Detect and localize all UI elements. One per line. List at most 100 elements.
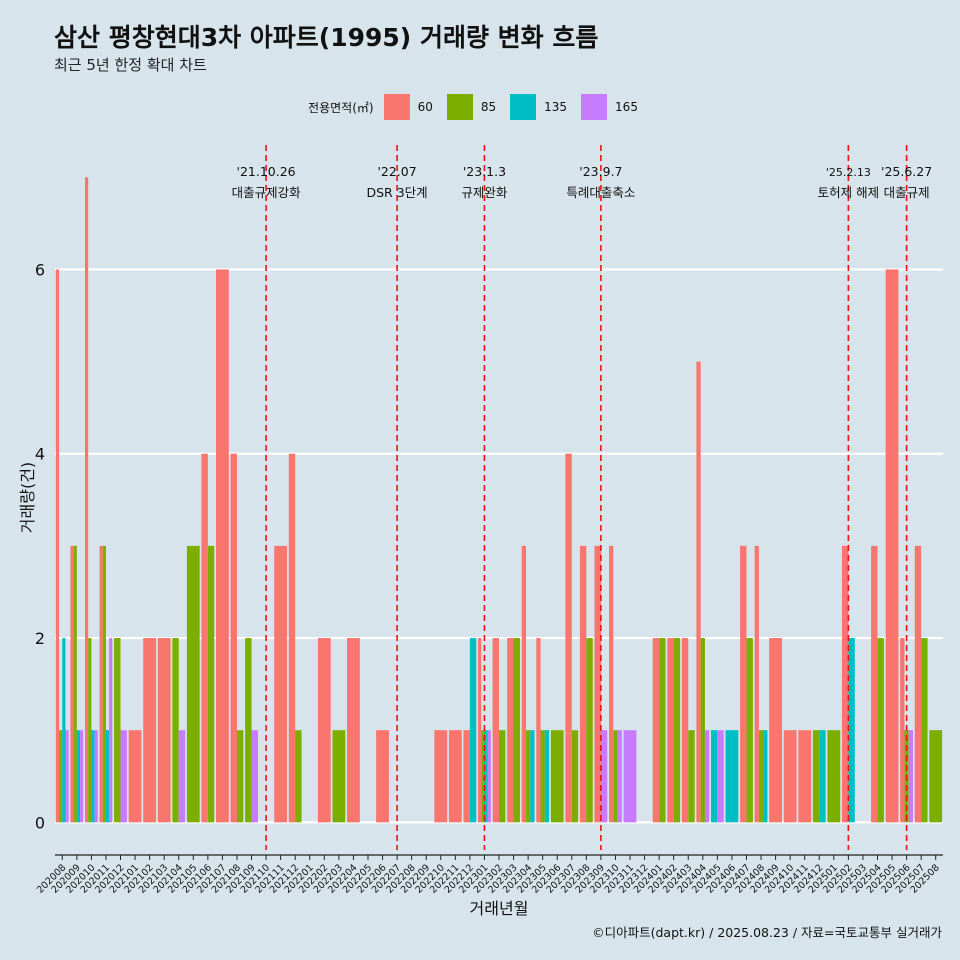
- event-name-label: 대출규제강화: [232, 185, 302, 200]
- legend: 전용면적(㎡) 60 85 135 165: [0, 92, 960, 122]
- bar-60-202211: [448, 730, 462, 823]
- bar-60-202402: [667, 638, 674, 823]
- bar-85-202408: [758, 730, 764, 823]
- bar-85-202302: [499, 730, 506, 823]
- bar-135-202502: [848, 638, 855, 823]
- bar-85-202403: [688, 730, 695, 823]
- legend-swatch-85: [446, 94, 473, 120]
- bar-165-202506: [908, 730, 914, 823]
- bar-60-202102: [143, 638, 157, 823]
- event-date-label: '22.07: [377, 164, 416, 179]
- bar-85-202112: [295, 730, 302, 823]
- legend-swatch-60: [383, 94, 410, 120]
- bar-85-202402: [673, 638, 681, 823]
- bar-60-202106: [201, 453, 208, 823]
- bar-135-202412: [819, 730, 826, 823]
- bar-60-202302: [492, 638, 499, 823]
- bar-165-202301: [487, 730, 491, 823]
- bar-85-202203: [332, 730, 346, 823]
- bar-135-202301: [484, 730, 488, 823]
- y-tick-label: 4: [35, 445, 45, 464]
- bar-60-202008: [55, 269, 60, 823]
- bar-60-202401: [652, 638, 660, 823]
- legend-swatch-135: [510, 94, 537, 120]
- bar-60-202506: [900, 638, 905, 823]
- chart-subtitle: 최근 5년 한정 확대 차트: [54, 56, 207, 74]
- bar-60-202502: [841, 545, 849, 823]
- event-date-label: '25.6.27: [881, 164, 932, 179]
- bar-60-202407: [740, 545, 747, 823]
- bar-60-202304: [521, 545, 526, 823]
- bar-85-202009: [73, 545, 77, 823]
- bar-165-202011: [109, 638, 113, 823]
- bar-60-202010: [84, 177, 89, 823]
- bar-85-202012: [114, 638, 121, 823]
- legend-item-135: 135: [510, 94, 567, 120]
- bar-165-202309: [600, 730, 608, 823]
- bar-135-202304: [530, 730, 535, 823]
- event-name-label: 규제완화: [461, 185, 508, 200]
- bar-135-202212: [469, 638, 477, 823]
- bar-85-202010: [88, 638, 92, 823]
- y-tick-label: 6: [35, 260, 45, 279]
- bar-60-202507: [914, 545, 922, 823]
- bar-85-202304: [525, 730, 531, 823]
- legend-item-165: 165: [581, 94, 638, 120]
- bar-85-202105: [186, 545, 200, 823]
- bar-60-202107: [216, 269, 229, 823]
- bar-60-202206: [376, 730, 389, 823]
- bar-85-202305: [540, 730, 545, 823]
- bar-85-202307: [571, 730, 579, 823]
- event-markers: '21.10.26 대출규제강화 '22.07 DSR 3단계 '23.1.3 규제완화 '…: [232, 145, 932, 850]
- event-name-label: DSR 3단계: [367, 185, 428, 200]
- bar-85-202308: [586, 638, 593, 823]
- bar-60-202103: [157, 638, 171, 823]
- bar-85-202412: [812, 730, 820, 823]
- bar-85-202301: [481, 730, 485, 823]
- bar-85-202404: [700, 638, 705, 823]
- bar-60-202408: [754, 545, 759, 823]
- bar-135-202406: [725, 730, 739, 823]
- bar-135-202405: [710, 730, 718, 823]
- bar-165-202008: [65, 730, 69, 823]
- event-date-label: '23.1.3: [463, 164, 506, 179]
- bar-135-202408: [763, 730, 768, 823]
- bar-60-202111: [274, 545, 288, 823]
- bar-85-202108: [236, 730, 244, 823]
- legend-title: 전용면적(㎡): [308, 100, 374, 115]
- x-axis-title: 거래년월: [470, 899, 529, 918]
- bar-60-202009: [70, 545, 74, 823]
- bar-60-202202: [317, 638, 331, 823]
- bar-60-202112: [288, 453, 296, 823]
- bar-85-202401: [659, 638, 666, 823]
- y-tick-label: 2: [35, 629, 45, 648]
- bar-60-202307: [565, 453, 572, 823]
- legend-label-135: 135: [544, 100, 568, 114]
- bar-165-202109: [251, 730, 258, 823]
- bar-60-202101: [128, 730, 142, 823]
- event-name-label: 토허제 해제: [818, 185, 879, 200]
- bar-165-202404: [704, 730, 710, 823]
- bar-60-202309: [594, 545, 601, 823]
- bar-85-202008: [59, 730, 63, 823]
- bar-165-202010: [94, 730, 98, 823]
- y-tick-label: 0: [35, 813, 45, 832]
- bar-135-202008: [62, 638, 66, 823]
- event-date-label: '21.10.26: [237, 164, 296, 179]
- bar-60-202409: [769, 638, 782, 823]
- event-name-label: 대출규제: [884, 185, 930, 200]
- y-axis-title: 거래량(건): [18, 462, 37, 533]
- bar-165-202104: [178, 730, 186, 823]
- bar-60-202504: [871, 545, 878, 823]
- bar-60-202305: [536, 638, 541, 823]
- bar-60-202303: [507, 638, 514, 823]
- bar-135-202010: [91, 730, 95, 823]
- bar-135-202305: [544, 730, 550, 823]
- bar-85-202310: [613, 730, 618, 823]
- bar-85-202507: [921, 638, 928, 823]
- bar-60-202410: [783, 730, 797, 823]
- bar-60-202212: [463, 730, 470, 823]
- bar-85-202508: [929, 730, 943, 823]
- bar-85-202407: [746, 638, 753, 823]
